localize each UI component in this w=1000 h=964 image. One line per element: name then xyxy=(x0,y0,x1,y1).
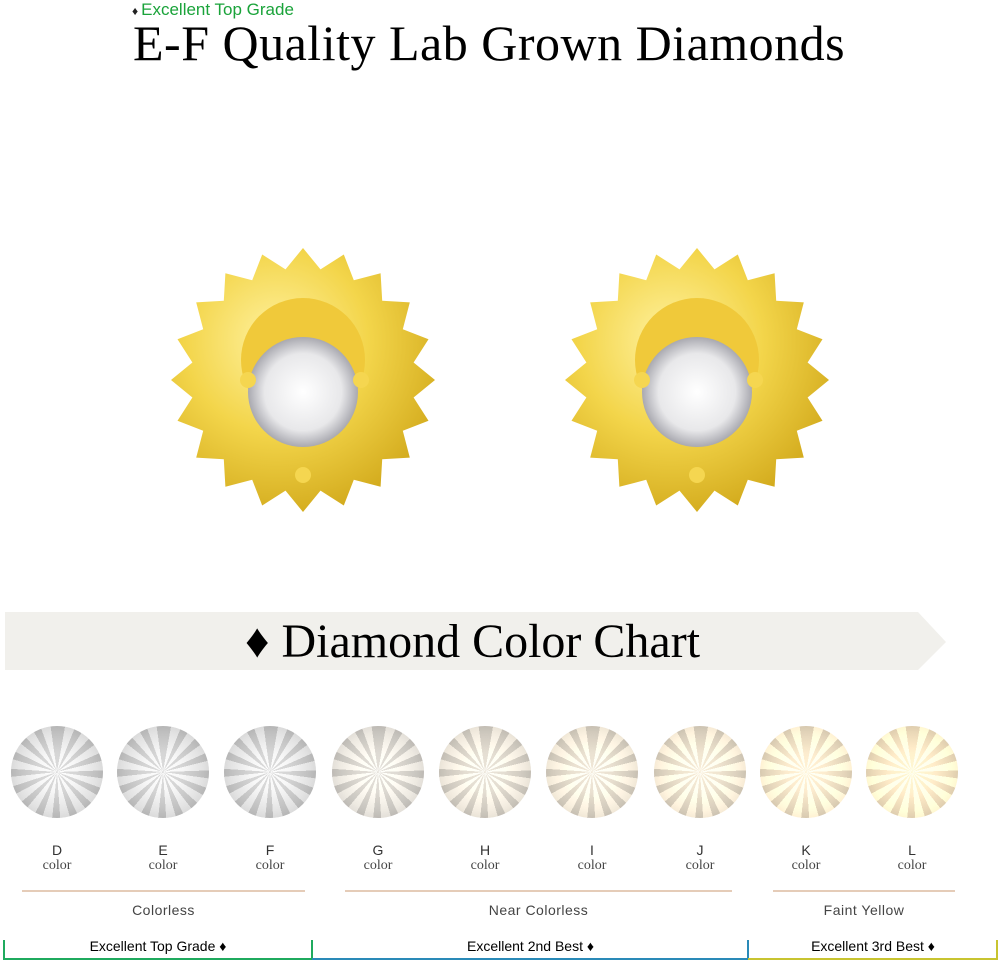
diamond-sample-d xyxy=(11,726,103,818)
diamond-stone xyxy=(248,337,358,447)
diamond-sample-h xyxy=(439,726,531,818)
grade-letter: G xyxy=(372,842,384,858)
tier-2nd-best: Excellent 2nd Best ♦ xyxy=(467,938,594,954)
grade-letter: E xyxy=(158,842,168,858)
diamond-sample-e xyxy=(117,726,209,818)
tier-bracket-2nd xyxy=(312,940,749,960)
divider xyxy=(22,890,305,892)
grade-word: color xyxy=(577,858,607,873)
diamond-sample-i xyxy=(546,726,638,818)
tier-bracket-top xyxy=(3,940,313,960)
tier-bracket-3rd xyxy=(748,940,998,960)
grade-word: color xyxy=(42,858,72,873)
grade-letter: L xyxy=(908,842,916,858)
diamond-icon: ♦ xyxy=(132,4,139,18)
diamond-sample-l xyxy=(866,726,958,818)
group-near-colorless: Near Colorless xyxy=(488,902,589,918)
tier-3rd-best: Excellent 3rd Best ♦ xyxy=(811,938,935,954)
grade-word: color xyxy=(897,858,927,873)
grade-letter: H xyxy=(479,842,491,858)
diamond-sample-f xyxy=(224,726,316,818)
grade-word: color xyxy=(791,858,821,873)
grade-badge: ♦ Excellent Top Grade xyxy=(132,0,294,20)
grade-letter: I xyxy=(590,842,594,858)
diamond-stone xyxy=(642,337,752,447)
diamond-icon: ♦ xyxy=(244,615,270,668)
grade-word: color xyxy=(685,858,715,873)
diamond-sample-k xyxy=(760,726,852,818)
grade-word: color xyxy=(148,858,178,873)
badge-text: Excellent Top Grade xyxy=(141,0,294,19)
diamond-sample-g xyxy=(332,726,424,818)
grade-word: color xyxy=(363,858,393,873)
page-title: E-F Quality Lab Grown Diamonds xyxy=(133,15,846,71)
earring-right xyxy=(565,248,829,512)
banner-ribbon xyxy=(5,612,946,670)
grade-letter: K xyxy=(801,842,811,858)
divider xyxy=(345,890,732,892)
grade-word: color xyxy=(255,858,285,873)
grade-letter: D xyxy=(51,842,63,858)
grade-word: color xyxy=(470,858,500,873)
grade-letter: F xyxy=(265,842,275,858)
tier-top-grade: Excellent Top Grade ♦ xyxy=(89,938,227,954)
group-colorless: Colorless xyxy=(132,902,195,918)
grade-letter: J xyxy=(696,842,704,858)
diamond-sample-j xyxy=(654,726,746,818)
banner-title: ♦ Diamond Color Chart xyxy=(244,615,701,668)
earring-left xyxy=(171,248,435,512)
divider xyxy=(773,890,955,892)
group-faint-yellow: Faint Yellow xyxy=(823,902,905,918)
earrings-image xyxy=(171,248,829,512)
